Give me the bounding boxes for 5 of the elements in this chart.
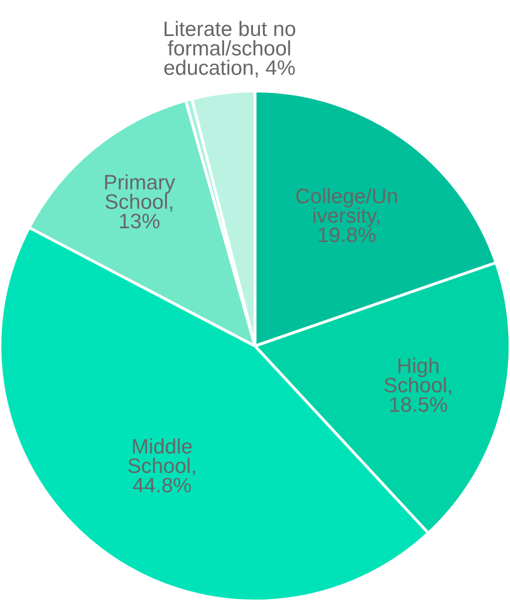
- slice-label: Middle School, 44.8%: [128, 438, 195, 493]
- slice-label: Primary School, 13%: [105, 174, 176, 228]
- slice-label: High School, 18.5%: [384, 358, 452, 412]
- slice-label: Literate but no formal/school education, 4%: [164, 20, 296, 78]
- slice-label: College/Un iversity, 19.8%: [296, 188, 397, 242]
